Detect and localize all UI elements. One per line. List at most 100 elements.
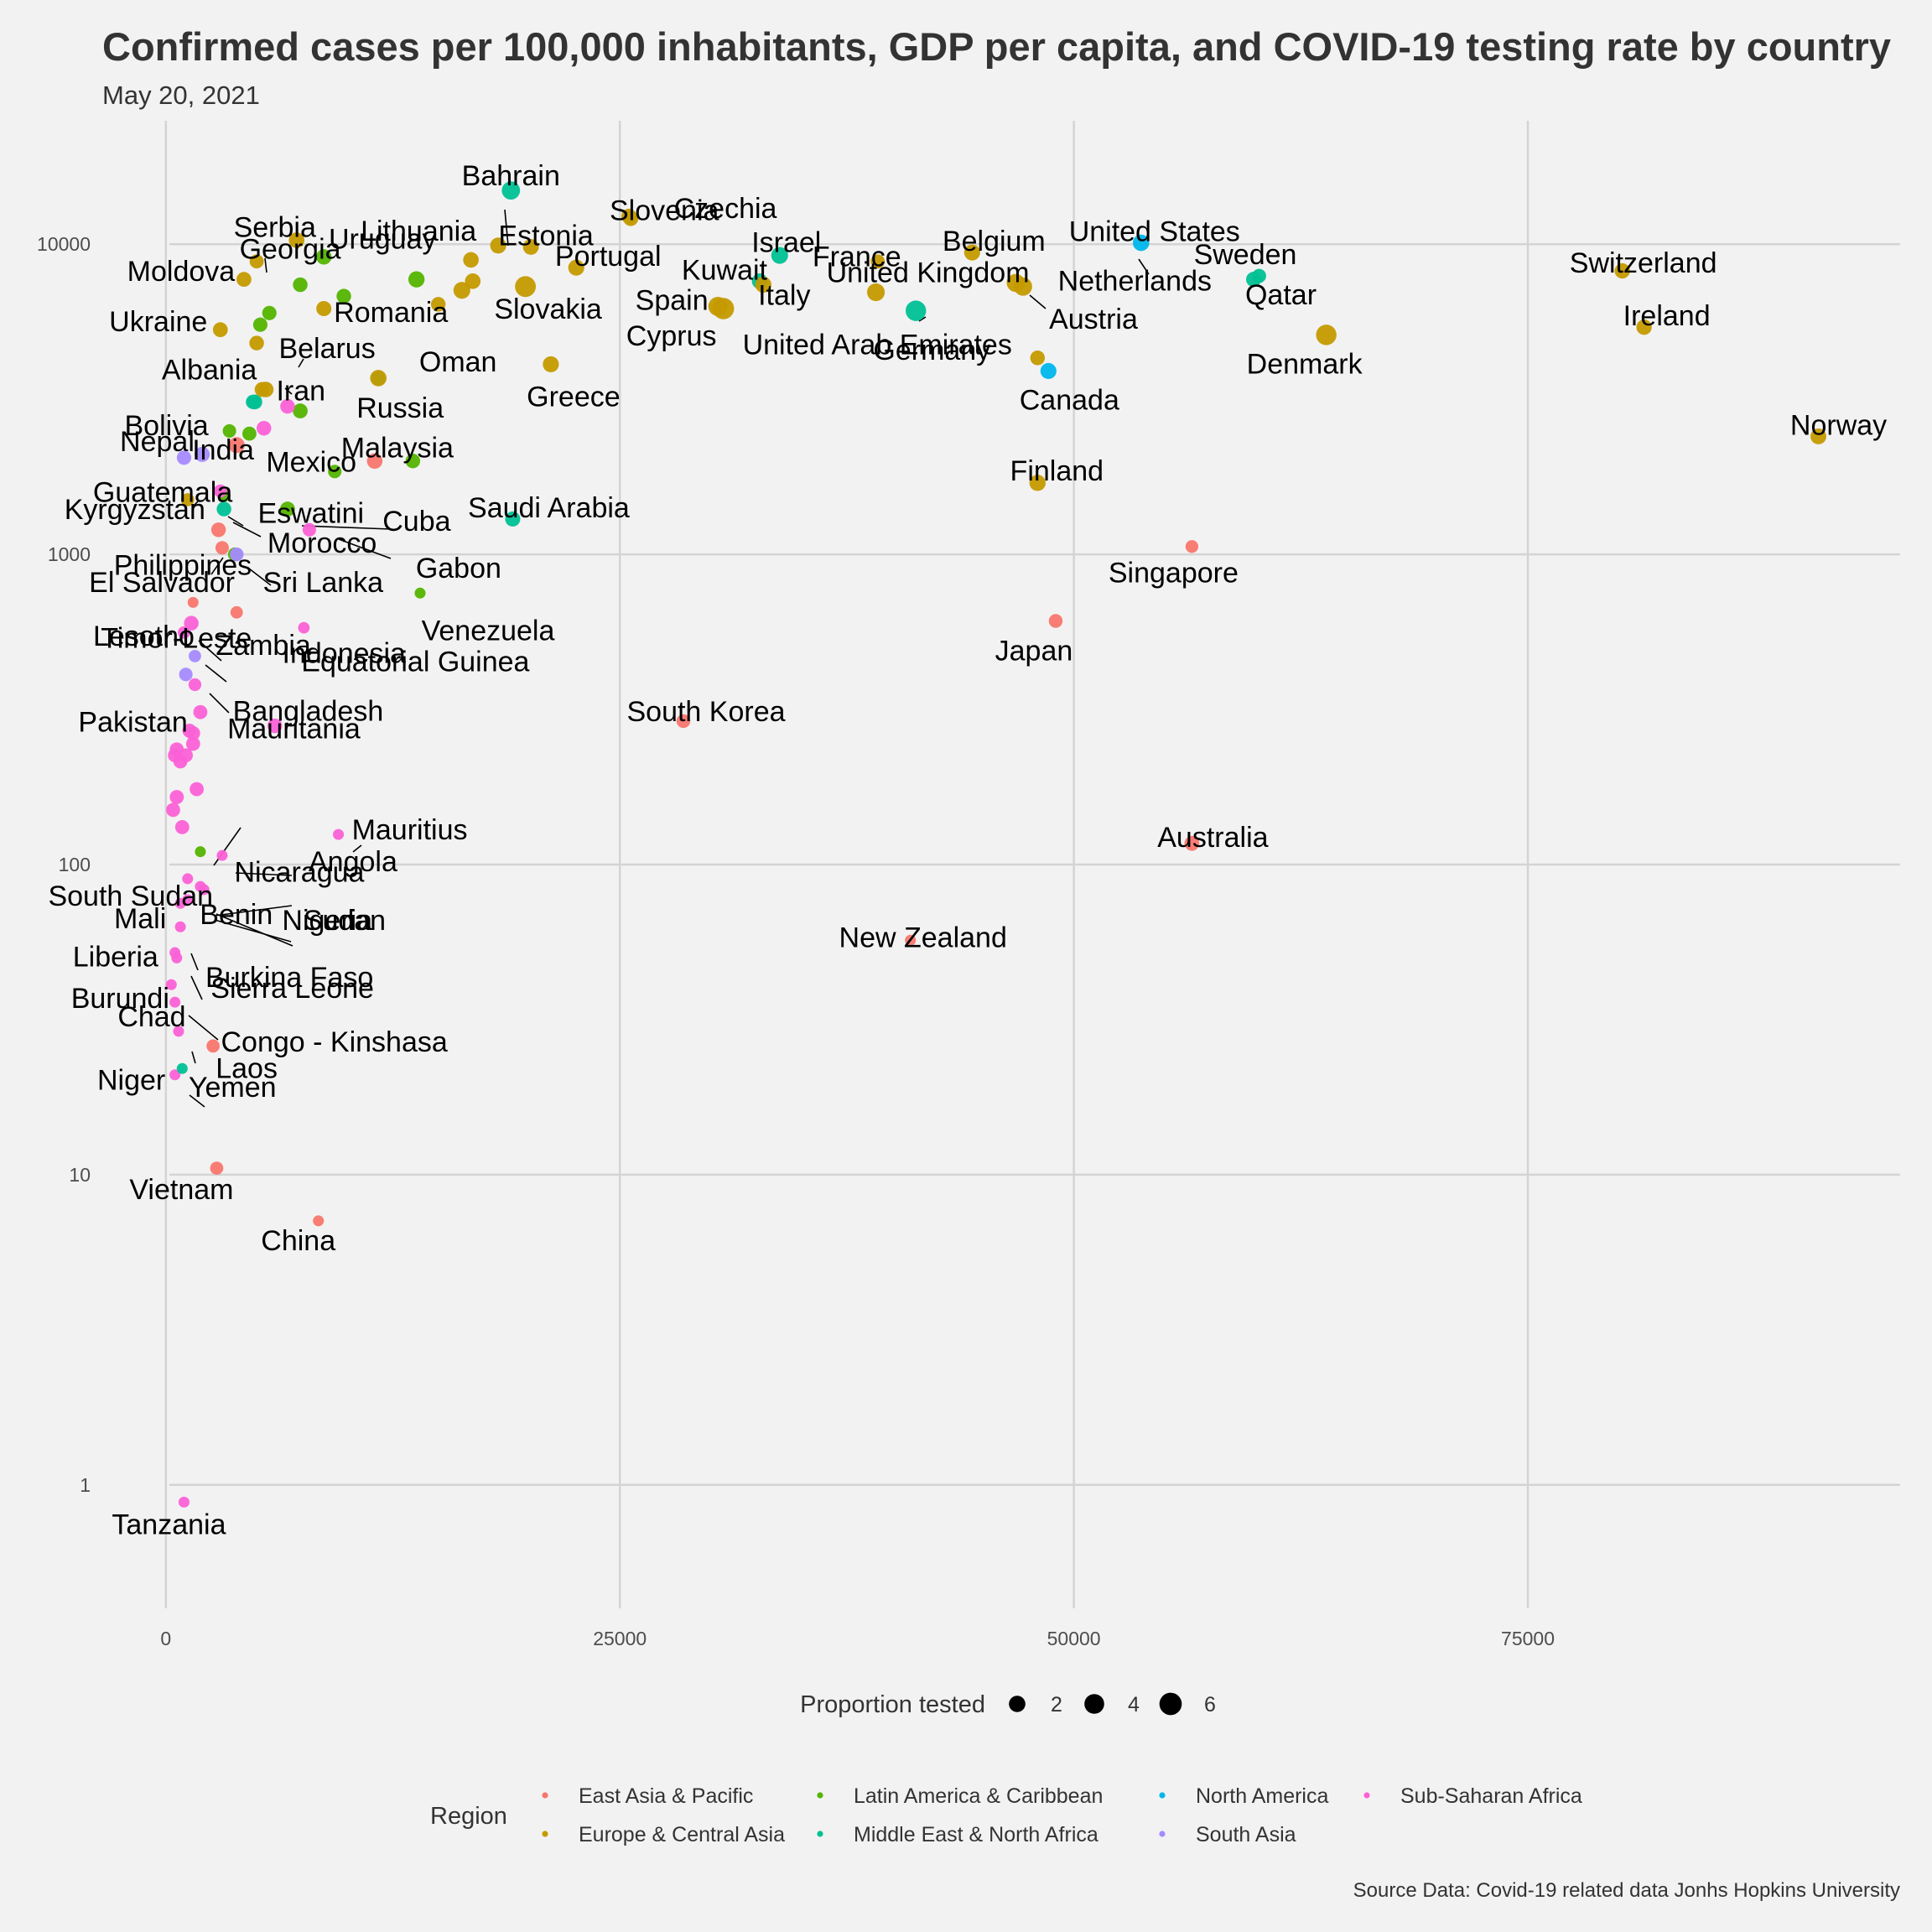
point-india [195,446,210,462]
label-oman: Oman [419,346,497,378]
label-belarus: Belarus [278,333,375,365]
point-7 [430,297,446,312]
point-17 [405,454,421,469]
point-nigeria [198,884,210,896]
point-slovenia [623,210,639,226]
leader-sri-lanka [248,568,272,586]
axis-ticks: 0 25000 50000 75000 1 10 100 1000 10000 [37,233,1555,1649]
point-portugal [568,259,584,276]
point-canada [1040,362,1057,380]
leader-guatemala [191,501,199,508]
point-belarus [249,335,264,351]
region-legend-label-latin-america-caribbean: Latin America & Caribbean [854,1784,1103,1808]
label-gabon: Gabon [416,553,501,584]
point-8 [262,305,277,320]
label-spain: Spain [636,284,709,316]
size-legend-dot-4 [1084,1694,1104,1714]
label-serbia: Serbia [234,211,316,243]
point-15 [242,426,257,441]
point-19 [193,704,208,719]
label-cuba: Cuba [382,506,450,538]
point-6 [336,288,351,304]
label-chad: Chad [117,1001,185,1033]
point-norway [1810,428,1826,444]
point-finland [1029,475,1046,491]
label-czechia: Czechia [674,193,777,225]
point-chad [173,1026,184,1037]
point-serbia [288,232,305,248]
point-sri-lanka [230,547,244,562]
label-denmark: Denmark [1247,348,1363,380]
leader-united-arab-emirates [918,316,927,322]
label-greece: Greece [527,381,621,413]
leader-gabon [338,538,392,559]
point-zambia [184,615,199,631]
label-burkina-faso: Burkina Faso [205,962,373,994]
label-philippines: Philippines [114,549,252,581]
point-japan [1048,614,1063,628]
leader-mauritius [352,844,362,853]
label-kyrgyzstan: Kyrgyzstan [65,494,205,526]
point-12 [293,403,308,418]
point-qatar [1252,268,1266,283]
point-singapore [1185,540,1199,553]
point-nepal [176,450,192,465]
point-liberia [171,952,183,963]
point-australia [1184,835,1200,851]
label-burundi: Burundi [71,983,169,1015]
label-slovakia: Slovakia [494,293,602,325]
point-greece [543,356,559,372]
label-indonesia: Indonesia [283,637,407,669]
label-nigeria: Nigeria [282,905,372,937]
leader-sudan [214,905,293,917]
point-malaysia [366,453,383,470]
label-malaysia: Malaysia [341,433,454,465]
label-lithuania: Lithuania [361,216,476,247]
point-31 [174,819,190,834]
chart-title: Confirmed cases per 100,000 inhabitants,… [102,24,1891,69]
point-equatorial-guinea [298,621,310,634]
size-legend-dot-6 [1159,1692,1182,1716]
label-moldova: Moldova [127,256,236,288]
region-legend-key-europe-central-asia [542,1831,548,1837]
point-new-zealand [905,934,917,946]
point-united-kingdom [866,283,886,302]
label-georgia: Georgia [240,234,341,266]
leader-benin [214,919,292,943]
point-3 [465,273,481,289]
point-united-arab-emirates [906,300,927,321]
label-sweden: Sweden [1194,239,1297,271]
point-18 [210,522,226,538]
point-29 [169,790,184,804]
label-mauritania: Mauritania [227,714,361,745]
region-legend-label-south-asia: South Asia [1196,1823,1296,1846]
point-philippines [215,541,229,555]
point-30 [166,802,180,818]
label-sri-lanka: Sri Lanka [262,567,383,599]
label-iran: Iran [276,375,325,407]
point-saudi-arabia [505,511,521,527]
point-estonia [522,239,539,255]
leader-mauritania [209,693,230,714]
label-yemen: Yemen [189,1072,277,1104]
point-moldova [236,272,252,288]
point-vietnam [210,1161,224,1175]
point-romania [316,300,332,317]
label-singapore: Singapore [1109,558,1239,589]
region-legend: Region East Asia & Pacific Europe & Centra… [430,1784,1582,1846]
leader-lithuania [504,209,509,247]
label-germany: Germany [873,335,990,366]
point-1 [463,252,479,268]
region-legend-key-east-asia-pacific [542,1792,548,1799]
point-mexico [328,465,342,479]
chart-subtitle: May 20, 2021 [102,80,260,110]
label-romania: Romania [334,297,448,329]
point-bangladesh [189,649,201,662]
point-27 [173,754,188,769]
label-angola: Angola [309,846,397,878]
leader-bangladesh [205,664,227,683]
data-points [165,181,1826,1508]
label-switzerland: Switzerland [1570,247,1717,279]
point-ukraine [212,322,228,338]
point-cyprus [712,298,735,319]
